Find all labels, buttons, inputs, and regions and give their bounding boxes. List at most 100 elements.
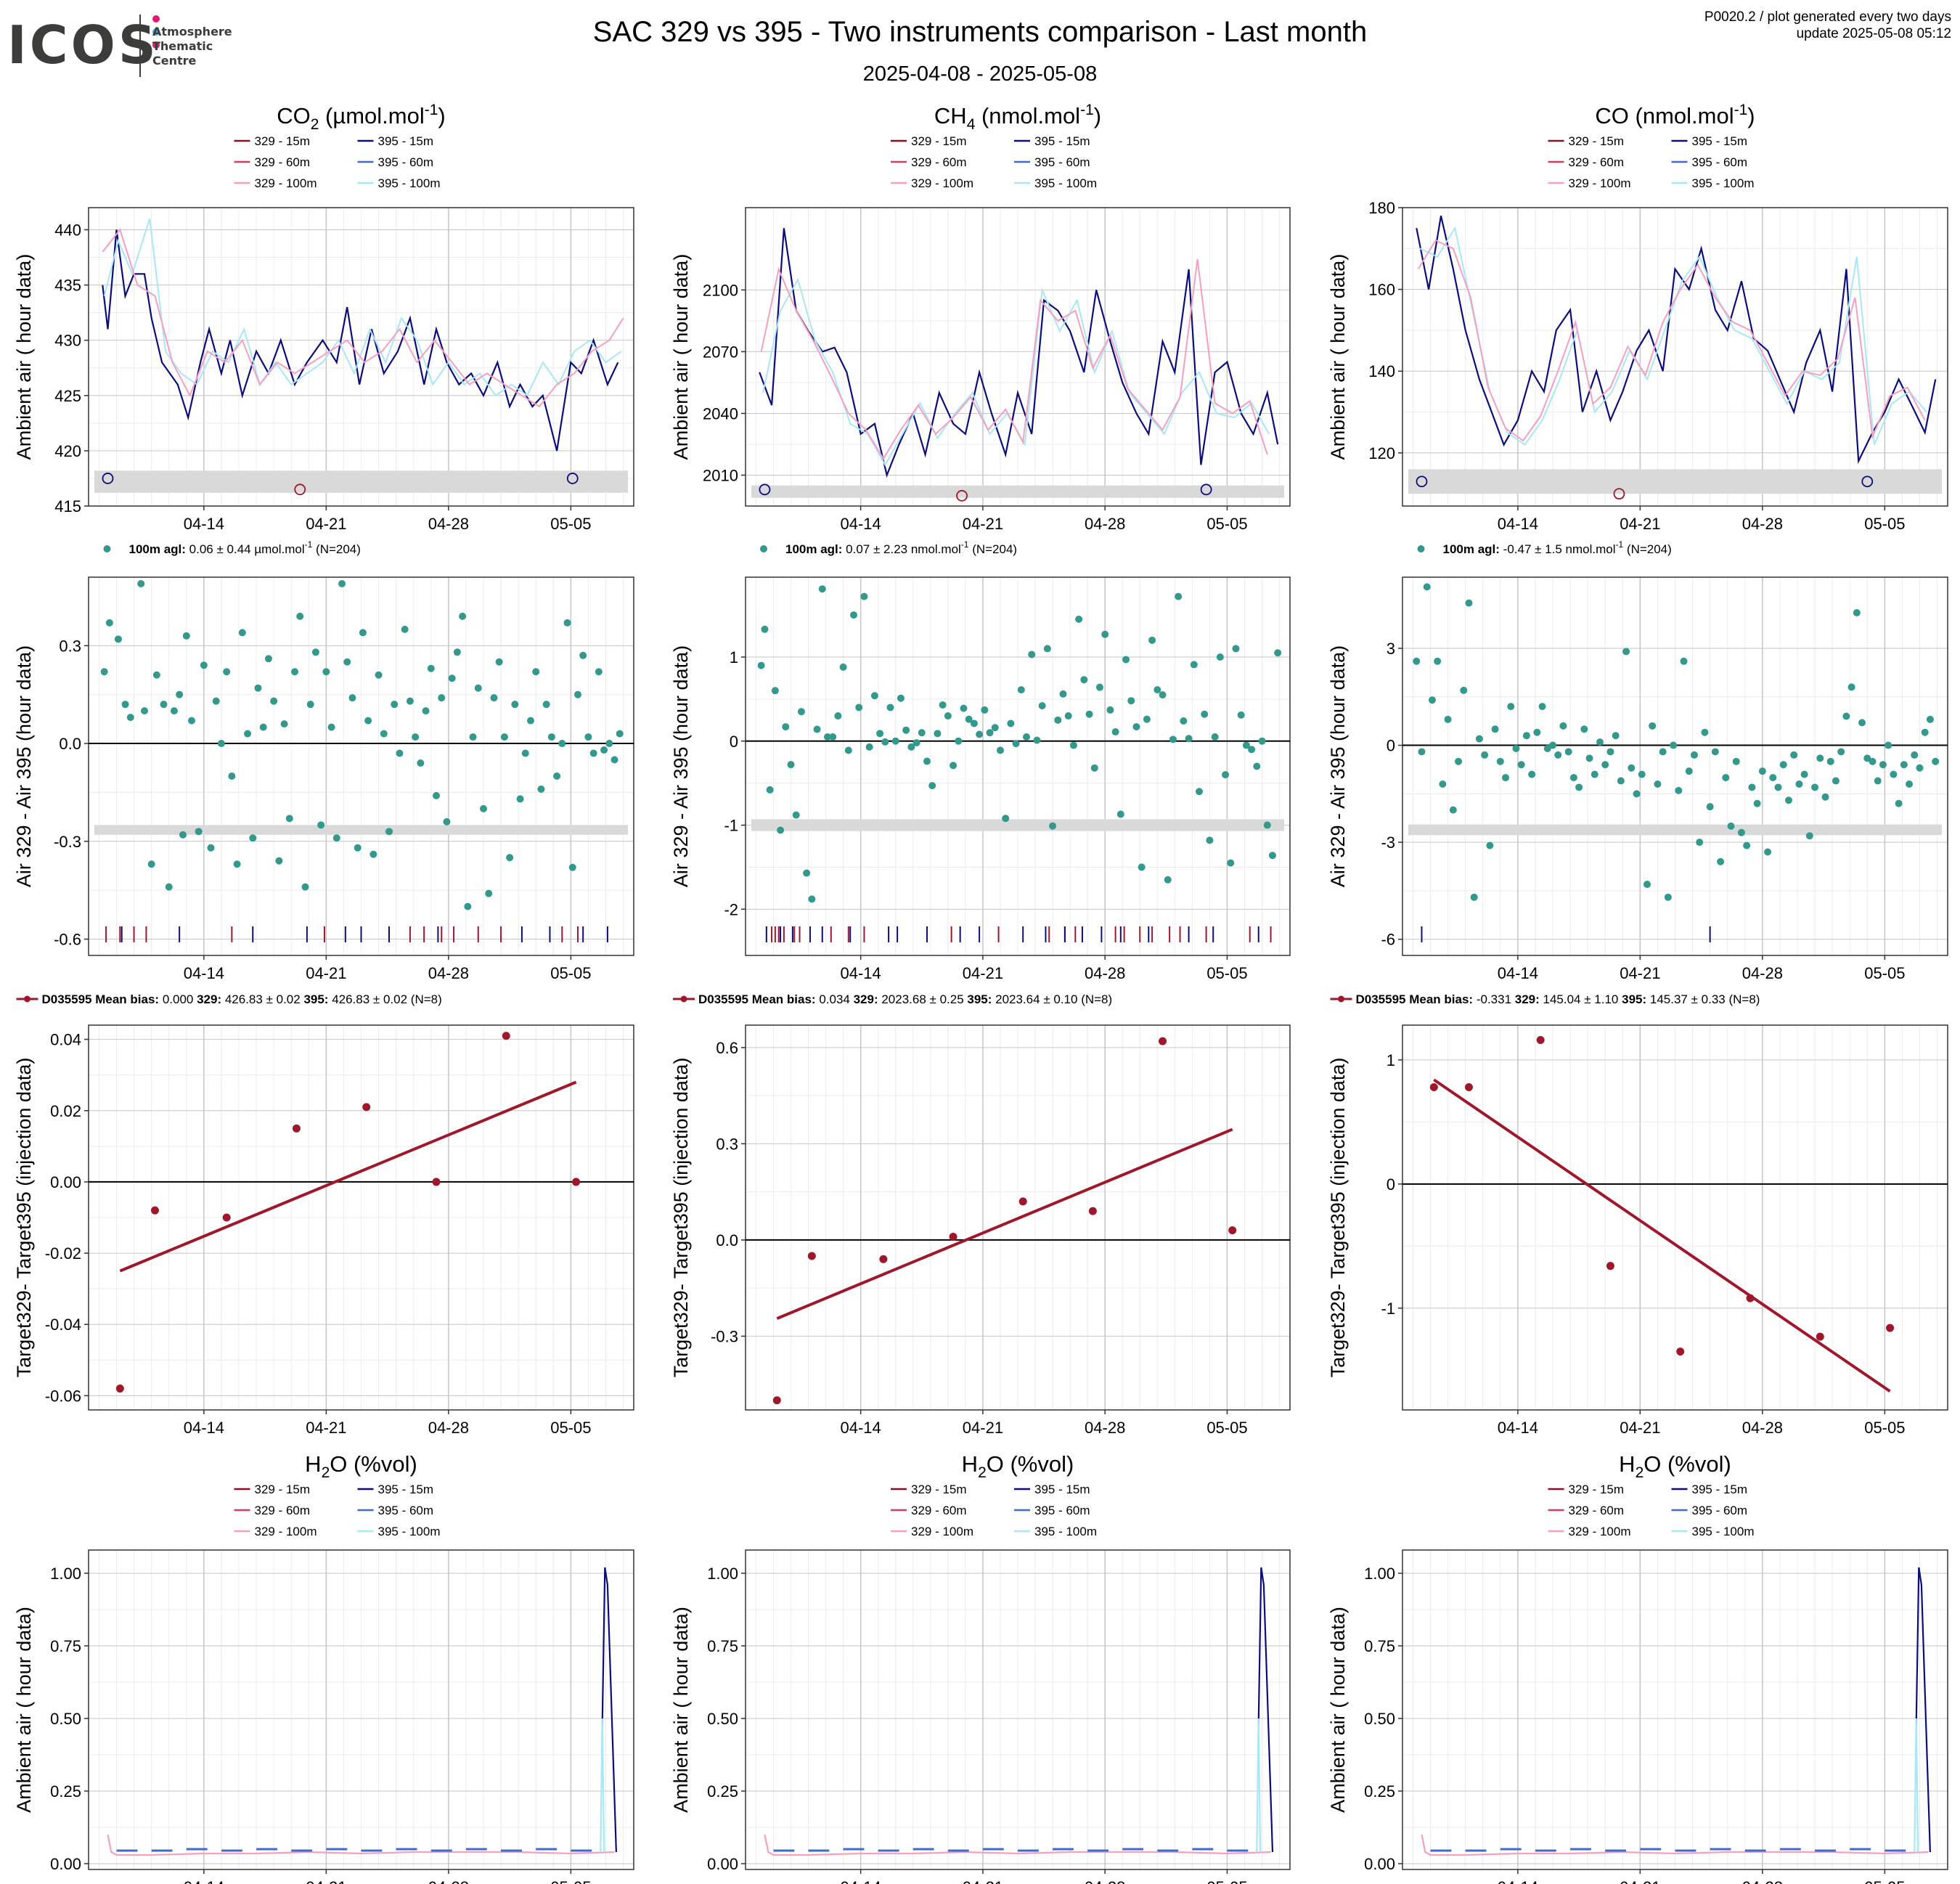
diff-point [1680, 657, 1688, 665]
diff-point [1628, 764, 1636, 772]
logo-separator [139, 15, 141, 77]
diff-point [469, 733, 477, 741]
gas-subscript: 2 [978, 1464, 987, 1481]
target-point [1429, 1082, 1438, 1091]
legend-label: 395 - 60m [1034, 155, 1090, 169]
legend: 329 - 15m 395 - 15m 329 - 60m 395 - 60m 329 … [1548, 1483, 1755, 1538]
gas-title: CH4 (nmol.mol-1) [934, 102, 1101, 133]
diff-point [1837, 748, 1845, 756]
y-tick-label: -1 [1381, 1300, 1395, 1318]
h2o-ambient-panel: 04-14 04-21 04-28 05-05 0.00 0.25 0.50 0.75 1.00… [1327, 1549, 1948, 1884]
diff-point [291, 668, 299, 676]
diff-point [1116, 810, 1124, 818]
y-axis-label: Ambient air ( hour data) [13, 1607, 35, 1813]
plot-frame [88, 1024, 634, 1411]
diff-point [176, 690, 184, 698]
series-line [764, 1834, 1271, 1856]
reference-circle [1200, 484, 1212, 496]
caption-tank: D035595 [42, 992, 92, 1006]
caption-b-label: 395: [301, 992, 329, 1006]
diff-point [829, 733, 837, 741]
diff-point [516, 795, 524, 803]
x-tick-label: 04-14 [184, 515, 224, 533]
diff-point [285, 815, 293, 823]
diff-point [364, 717, 372, 725]
target-point [879, 1255, 888, 1263]
diff-point [1549, 741, 1557, 749]
x-tick-label: 04-28 [1085, 1419, 1125, 1437]
diff-point [1885, 741, 1892, 749]
legend-label: 329 - 15m [911, 134, 967, 148]
diff-point [1175, 592, 1183, 600]
y-tick-label: -0.02 [45, 1244, 81, 1263]
diff-point [1769, 774, 1777, 782]
legend-label: 329 - 60m [255, 155, 311, 169]
caption-count: (N=8) [1077, 992, 1112, 1006]
x-tick-label: 04-28 [1742, 515, 1783, 533]
diff-point [182, 632, 190, 640]
target-point [1606, 1262, 1614, 1271]
legend-label: 329 - 60m [255, 1504, 311, 1517]
y-tick-label: 430 [54, 332, 81, 350]
diff-point [1185, 735, 1193, 743]
legend-label: 329 - 15m [911, 1483, 967, 1496]
update-time: update 2025-05-08 05:12 [1796, 26, 1951, 41]
diff-point [944, 712, 952, 720]
logo-dot [152, 15, 160, 23]
diff-point [200, 661, 208, 669]
diff-point [500, 733, 508, 741]
diff-point [244, 730, 252, 738]
legend-label: 329 - 100m [911, 1525, 973, 1538]
target-point [1088, 1207, 1097, 1215]
y-tick-label: 0.3 [59, 637, 81, 655]
diff-point [249, 834, 257, 842]
diff-point [495, 658, 503, 666]
diff-point [766, 786, 774, 794]
diff-point [1816, 754, 1824, 762]
caption-bold: 100m agl: [785, 542, 842, 556]
reference-circle [1861, 476, 1874, 488]
y-axis-label: Ambient air ( hour data) [670, 254, 692, 460]
logo-wordmark: ICOS [7, 15, 159, 76]
plot-frame [745, 576, 1291, 956]
legend-label: 395 - 60m [1692, 1504, 1748, 1517]
diff-point [782, 723, 790, 731]
series-line [102, 228, 624, 408]
diff-point [1481, 751, 1489, 759]
y-tick-label: 2100 [703, 281, 738, 299]
y-tick-label: 3 [1387, 640, 1395, 658]
y-tick-label: 0.02 [50, 1102, 81, 1120]
caption-count: (N=204) [312, 542, 361, 556]
legend-label: 395 - 100m [378, 1525, 441, 1538]
diff-point [1638, 770, 1646, 778]
legend-label: 395 - 60m [378, 1504, 434, 1517]
diff-point [844, 746, 852, 754]
logo-line-2: Thematic [152, 39, 213, 53]
diff-point [1569, 774, 1577, 782]
diff-point [981, 706, 989, 714]
diff-point [433, 791, 441, 799]
diff-point [412, 733, 420, 741]
diff-point [1717, 857, 1725, 865]
diff-point [1800, 770, 1808, 778]
caption-tank: D035595 [1356, 992, 1406, 1006]
diff-point [1612, 732, 1620, 740]
diff-point [233, 860, 241, 868]
target-point [572, 1178, 581, 1186]
x-tick-label: 04-14 [841, 515, 881, 533]
diff-point [1475, 735, 1483, 743]
diff-point [970, 719, 978, 727]
reference-band [1408, 469, 1942, 494]
diff-point [223, 668, 231, 676]
series-line [760, 258, 1268, 460]
trend-line [119, 1080, 577, 1273]
co2-target-panel: 04-14 04-21 04-28 05-05 -0.06 -0.04 -0.02 0.00 0… [13, 1024, 634, 1437]
gas-subscript: 4 [967, 116, 976, 133]
diff-point [1274, 649, 1282, 657]
x-tick-label: 04-21 [306, 1878, 346, 1884]
gas-unit: O (%vol) [1643, 1451, 1731, 1477]
diff-point [1585, 754, 1593, 762]
reference-band [94, 470, 628, 493]
diff-point [1564, 748, 1572, 756]
y-tick-label: 0.25 [707, 1782, 738, 1801]
